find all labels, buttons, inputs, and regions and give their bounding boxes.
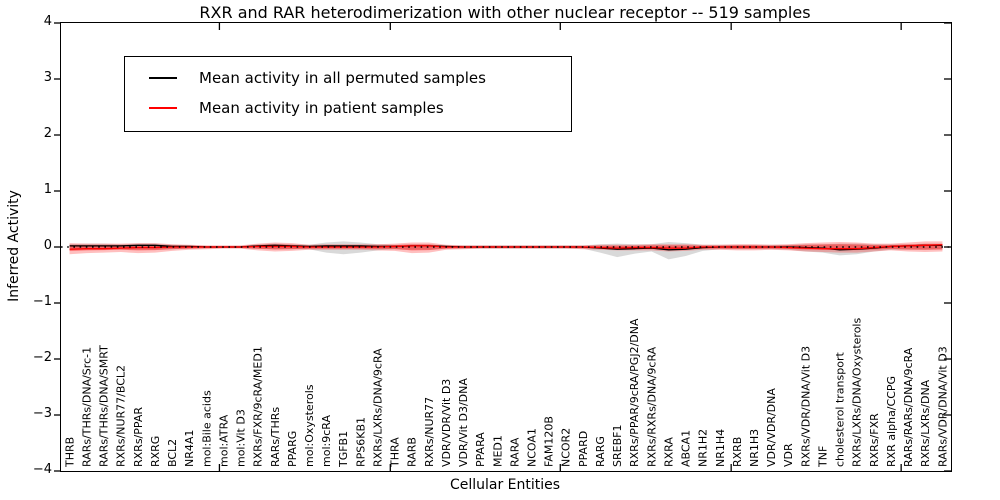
x-category-label: VDR/VDR/Vit D3 [440,379,453,467]
x-category-label: NCOA1 [526,428,539,467]
legend-label-permuted: Mean activity in all permuted samples [199,69,486,87]
x-category-label: RARB [406,437,419,467]
x-category-label: RXRG [149,436,162,467]
plot-area: THRB RARs/THRs/DNA/Src-1 RARs/THRs/DNA/SMR… [54,22,952,472]
x-category-label: PPARG [286,431,299,467]
x-category-label: RXRs/LXRs/DNA [919,379,932,467]
x-category-label: mol:9cRA [320,415,333,467]
x-category-label: NR4A1 [183,430,196,467]
x-category-label: BCL2 [166,439,179,467]
y-tick-label: −3 [32,406,52,421]
x-category-label: RXRs/FXR/9cRA/MED1 [252,346,265,467]
x-category-label: RXRs/NUR77/BCL2 [115,365,128,467]
legend: Mean activity in all permuted samples Me… [124,56,572,132]
x-category-label: TNF [816,446,829,468]
x-category-label: RXRs/RXRs/DNA/9cRA [645,346,658,467]
x-category-label: RXRs/PPAR/9cRA/PGJ2/DNA [628,318,641,467]
x-category-label: RXRs/PPAR [132,407,145,467]
x-category-label: RXRA [662,437,675,467]
chart-canvas: THRB RARs/THRs/DNA/Src-1 RARs/THRs/DNA/SMR… [54,22,951,472]
y-tick-label: 2 [43,126,52,141]
x-category-label: mol:Bile acids [200,390,213,467]
x-category-label: RARA [508,437,521,467]
legend-label-patient: Mean activity in patient samples [199,99,444,117]
x-category-label: RXRs/NUR77 [423,397,436,467]
x-category-labels: THRB RARs/THRs/DNA/Src-1 RARs/THRs/DNA/SMR… [63,318,949,468]
x-category-label: RXRs/LXRs/DNA/9cRA [371,348,384,467]
chart-title: RXR and RAR heterodimerization with othe… [199,3,811,22]
x-category-label: SREBF1 [611,425,624,467]
x-category-label: VDR/Vit D3/DNA [457,378,470,467]
legend-line-red [149,107,177,109]
x-category-label: VDR [782,443,795,467]
legend-entry-permuted: Mean activity in all permuted samples [125,63,571,93]
x-category-label: mol:Oxysterols [303,384,316,467]
y-tick-label: −4 [32,462,52,477]
band-patient-samples-std-outer [69,241,943,255]
x-category-label: MED1 [491,435,504,467]
x-category-label: THRA [389,437,402,468]
x-category-label: RXRs/LXRs/DNA/Oxysterols [851,318,864,467]
y-tick-label: 4 [43,14,52,29]
x-category-label: RPS6KB1 [354,417,367,467]
x-category-label: NR1H4 [714,429,727,467]
x-category-label: RARs/THRs/DNA/SMRT [98,345,111,467]
x-axis-label: Cellular Entities [449,477,561,493]
x-category-label: RARs/THRs [269,407,282,467]
x-category-label: RXRs/FXR [868,413,881,467]
x-category-label: VDR/VDR/DNA [765,388,778,467]
y-tick-label: −1 [32,294,52,309]
legend-entry-patient: Mean activity in patient samples [125,93,571,123]
y-tick-label: −2 [32,350,52,365]
x-category-label: NCOR2 [560,428,573,467]
y-tick-label: 3 [43,70,52,85]
x-category-label: PPARD [577,431,590,467]
x-category-label: FAM120B [543,416,556,467]
x-category-label: RXRs/VDR/DNA/Vit D3 [799,346,812,467]
x-category-label: TGFB1 [337,431,350,468]
x-category-label: cholesterol transport [834,352,847,467]
x-category-label: NR1H3 [748,429,761,467]
x-category-label: RXR alpha/CCPG [885,376,898,467]
x-category-label: RARs/VDR/DNA/Vit D3 [936,346,949,467]
x-category-label: RXRB [731,437,744,467]
x-category-label: PPARA [474,432,487,467]
mean-line-patient [69,244,943,250]
x-category-label: THRB [63,437,76,468]
y-tick-label: 1 [43,182,52,197]
x-category-label: RARs/THRs/DNA/Src-1 [81,347,94,467]
x-category-label: mol:ATRA [217,414,230,467]
x-category-label: RARs/RARs/DNA/9cRA [902,347,915,467]
x-category-label: NR1H2 [697,429,710,467]
legend-line-black [149,77,177,79]
x-category-label: ABCA1 [680,430,693,467]
x-category-label: RARG [594,436,607,467]
x-category-label: mol:Vit D3 [235,409,248,467]
y-tick-label: 0 [43,238,52,253]
